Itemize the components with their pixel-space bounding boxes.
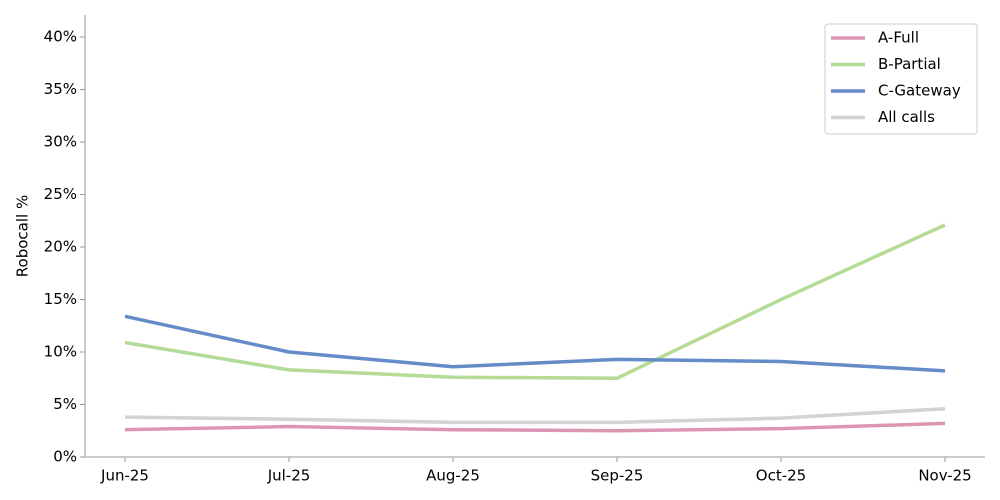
- line-series: [124, 223, 946, 381]
- legend: A-Full B-Partial C-Gateway All calls: [824, 23, 978, 135]
- y-tick-label: 15%: [44, 290, 77, 308]
- x-tick-label: Sep-25: [591, 467, 644, 485]
- x-tick-label: Jun-25: [100, 467, 149, 485]
- y-tick-label: 25%: [44, 185, 77, 203]
- x-tick-label: Jul-25: [267, 467, 311, 485]
- x-tick-label: Oct-25: [756, 467, 806, 485]
- legend-label: A-Full: [878, 29, 919, 47]
- x-tick-label: Aug-25: [426, 467, 480, 485]
- y-tick-label: 20%: [44, 238, 77, 256]
- y-tick-label: 40%: [44, 28, 77, 46]
- legend-label: All calls: [878, 108, 935, 126]
- y-tick-label: 10%: [44, 343, 77, 361]
- legend-box: [824, 23, 978, 135]
- y-tick-label: 0%: [53, 448, 77, 466]
- y-tick-label: 35%: [44, 80, 77, 98]
- y-tick-label: 5%: [53, 395, 77, 413]
- y-axis-label: Robocall %: [14, 195, 32, 277]
- x-tick-label: Nov-25: [918, 467, 971, 485]
- line-series: [124, 314, 946, 373]
- legend-label: B-Partial: [878, 55, 941, 73]
- line-series: [124, 406, 946, 425]
- line-series: [124, 421, 946, 433]
- legend-label: C-Gateway: [878, 82, 961, 100]
- y-tick-label: 30%: [44, 133, 77, 151]
